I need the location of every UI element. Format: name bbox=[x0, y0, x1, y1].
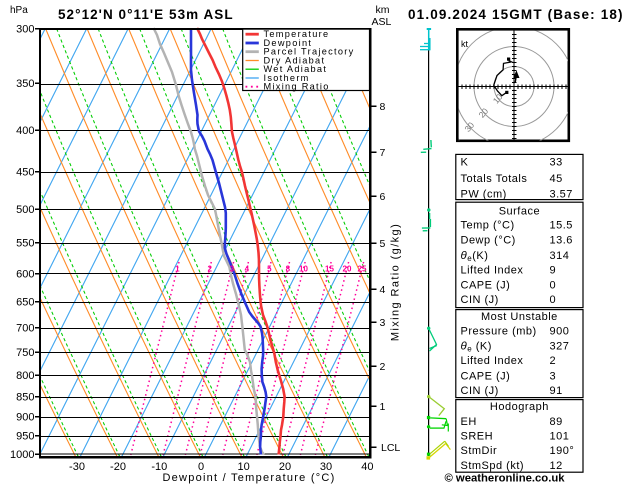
svg-text:900: 900 bbox=[16, 412, 34, 424]
svg-text:600: 600 bbox=[16, 268, 34, 280]
svg-text:3.57: 3.57 bbox=[550, 189, 573, 201]
svg-text:Totals Totals: Totals Totals bbox=[461, 173, 528, 185]
svg-text:4: 4 bbox=[380, 284, 386, 296]
svg-text:Mixing Ratio (g/kg): Mixing Ratio (g/kg) bbox=[390, 223, 402, 341]
svg-text:01.09.2024 15GMT (Base: 18): 01.09.2024 15GMT (Base: 18) bbox=[408, 7, 624, 22]
svg-text:12: 12 bbox=[550, 460, 563, 472]
svg-text:Dry Adiabat: Dry Adiabat bbox=[264, 56, 326, 66]
svg-text:9: 9 bbox=[550, 265, 557, 277]
svg-text:327: 327 bbox=[550, 341, 570, 353]
svg-text:800: 800 bbox=[16, 370, 34, 382]
svg-text:550: 550 bbox=[16, 238, 34, 250]
svg-text:Temperature: Temperature bbox=[264, 29, 330, 39]
svg-text:1: 1 bbox=[175, 264, 180, 273]
svg-text:500: 500 bbox=[16, 204, 34, 216]
svg-text:950: 950 bbox=[16, 431, 34, 443]
svg-text:ASL: ASL bbox=[372, 16, 392, 28]
svg-text:1000: 1000 bbox=[10, 449, 34, 461]
svg-text:2: 2 bbox=[380, 361, 386, 373]
svg-text:km: km bbox=[376, 4, 390, 16]
svg-text:kt: kt bbox=[461, 39, 469, 49]
svg-text:5: 5 bbox=[267, 264, 272, 273]
svg-text:0: 0 bbox=[550, 280, 557, 292]
svg-text:-30: -30 bbox=[69, 461, 85, 473]
svg-text:Mixing Ratio: Mixing Ratio bbox=[264, 82, 330, 92]
svg-text:Parcel Trajectory: Parcel Trajectory bbox=[264, 47, 355, 57]
svg-text:650: 650 bbox=[16, 297, 34, 309]
svg-text:91: 91 bbox=[550, 385, 563, 397]
svg-text:Hodograph: Hodograph bbox=[490, 401, 549, 413]
svg-text:Wet Adiabat: Wet Adiabat bbox=[264, 64, 328, 74]
svg-text:15: 15 bbox=[325, 264, 334, 273]
svg-text:3: 3 bbox=[550, 370, 557, 382]
svg-text:Dewpoint / Temperature (°C): Dewpoint / Temperature (°C) bbox=[162, 472, 335, 484]
svg-text:K: K bbox=[461, 157, 469, 169]
svg-text:0: 0 bbox=[550, 294, 557, 306]
svg-text:4: 4 bbox=[245, 264, 250, 273]
svg-text:40: 40 bbox=[361, 461, 373, 473]
svg-text:θe(K): θe(K) bbox=[461, 250, 489, 263]
svg-text:30: 30 bbox=[320, 461, 332, 473]
svg-text:89: 89 bbox=[550, 416, 563, 428]
svg-text:Dewp (°C): Dewp (°C) bbox=[461, 235, 516, 247]
svg-text:3: 3 bbox=[380, 317, 386, 329]
svg-text:52°12'N 0°11'E 53m ASL: 52°12'N 0°11'E 53m ASL bbox=[58, 7, 234, 22]
svg-text:450: 450 bbox=[16, 167, 34, 179]
svg-text:350: 350 bbox=[16, 78, 34, 90]
svg-text:-20: -20 bbox=[110, 461, 126, 473]
svg-text:5: 5 bbox=[380, 238, 386, 250]
svg-text:101: 101 bbox=[550, 431, 570, 443]
svg-text:PW (cm): PW (cm) bbox=[461, 189, 507, 201]
svg-text:300: 300 bbox=[16, 23, 34, 35]
svg-text:700: 700 bbox=[16, 323, 34, 335]
svg-text:Lifted Index: Lifted Index bbox=[461, 355, 524, 367]
svg-text:hPa: hPa bbox=[10, 5, 28, 16]
svg-text:Temp (°C): Temp (°C) bbox=[461, 220, 515, 232]
svg-text:8: 8 bbox=[380, 101, 386, 113]
svg-text:8: 8 bbox=[286, 264, 291, 273]
svg-text:13.6: 13.6 bbox=[550, 235, 573, 247]
svg-text:CAPE (J): CAPE (J) bbox=[461, 370, 511, 382]
svg-text:StmDir: StmDir bbox=[461, 445, 498, 457]
svg-text:900: 900 bbox=[550, 326, 570, 338]
svg-text:Most Unstable: Most Unstable bbox=[481, 311, 558, 323]
svg-text:2: 2 bbox=[207, 264, 212, 273]
svg-text:10: 10 bbox=[299, 264, 308, 273]
svg-text:CIN (J): CIN (J) bbox=[461, 294, 499, 306]
svg-text:750: 750 bbox=[16, 347, 34, 359]
svg-text:0: 0 bbox=[198, 461, 204, 473]
svg-text:190°: 190° bbox=[550, 445, 575, 457]
svg-text:45: 45 bbox=[550, 173, 563, 185]
svg-text:Lifted Index: Lifted Index bbox=[461, 265, 524, 277]
svg-text:15.5: 15.5 bbox=[550, 220, 573, 232]
svg-text:-10: -10 bbox=[151, 461, 167, 473]
svg-text:33: 33 bbox=[550, 157, 563, 169]
svg-text:2: 2 bbox=[550, 355, 557, 367]
svg-text:Dewpoint: Dewpoint bbox=[264, 38, 313, 48]
svg-text:SREH: SREH bbox=[461, 431, 494, 443]
svg-text:LCL: LCL bbox=[381, 442, 400, 454]
svg-text:20: 20 bbox=[343, 264, 352, 273]
svg-text:EH: EH bbox=[461, 416, 477, 428]
svg-text:CAPE (J): CAPE (J) bbox=[461, 280, 511, 292]
svg-text:StmSpd (kt): StmSpd (kt) bbox=[461, 460, 525, 472]
svg-text:6: 6 bbox=[380, 191, 386, 203]
svg-text:7: 7 bbox=[380, 147, 386, 159]
svg-text:1: 1 bbox=[380, 401, 386, 413]
svg-text:3: 3 bbox=[230, 264, 235, 273]
svg-text:10: 10 bbox=[237, 461, 249, 473]
svg-text:Isotherm: Isotherm bbox=[264, 73, 310, 83]
svg-text:400: 400 bbox=[16, 125, 34, 137]
svg-text:Surface: Surface bbox=[499, 206, 540, 218]
svg-text:850: 850 bbox=[16, 391, 34, 403]
svg-text:20: 20 bbox=[279, 461, 291, 473]
svg-text:CIN (J): CIN (J) bbox=[461, 385, 499, 397]
svg-text:314: 314 bbox=[550, 250, 570, 262]
svg-text:Pressure (mb): Pressure (mb) bbox=[461, 326, 537, 338]
svg-text:25: 25 bbox=[358, 264, 367, 273]
svg-text:θe (K): θe (K) bbox=[461, 341, 492, 354]
svg-text:© weatheronline.co.uk: © weatheronline.co.uk bbox=[444, 472, 565, 484]
